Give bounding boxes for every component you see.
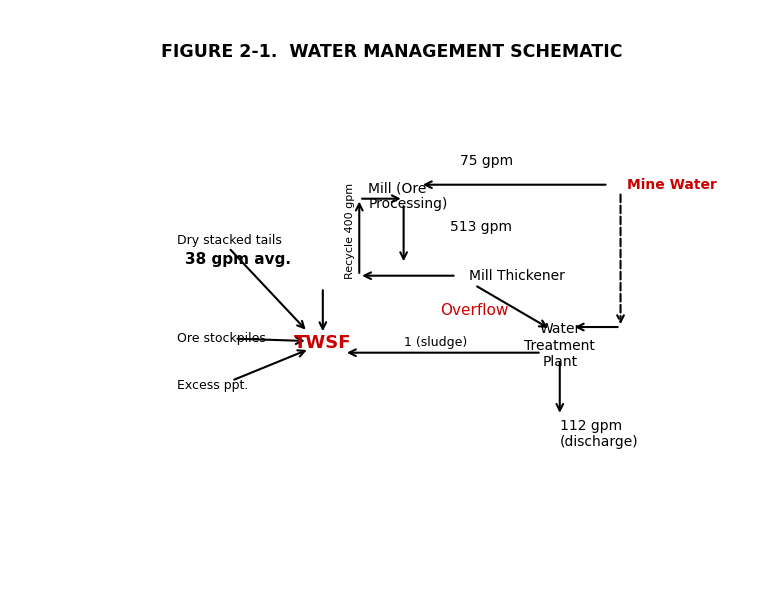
Text: 75 gpm: 75 gpm — [460, 155, 514, 168]
Text: FIGURE 2-1.  WATER MANAGEMENT SCHEMATIC: FIGURE 2-1. WATER MANAGEMENT SCHEMATIC — [162, 42, 622, 61]
Text: 112 gpm
(discharge): 112 gpm (discharge) — [560, 419, 638, 450]
Text: 513 gpm: 513 gpm — [450, 220, 513, 234]
Text: Dry stacked tails: Dry stacked tails — [177, 234, 282, 247]
Text: Excess ppt.: Excess ppt. — [177, 379, 249, 392]
Text: Mine Water: Mine Water — [626, 178, 717, 191]
Text: Recycle 400 gpm: Recycle 400 gpm — [345, 183, 355, 279]
Text: Mill Thickener: Mill Thickener — [469, 268, 564, 283]
Text: 1 (sludge): 1 (sludge) — [404, 336, 466, 349]
Text: Water
Treatment
Plant: Water Treatment Plant — [524, 322, 595, 369]
Text: Overflow: Overflow — [441, 303, 509, 318]
Text: Mill (Ore
Processing): Mill (Ore Processing) — [368, 181, 448, 211]
Text: Ore stockpiles: Ore stockpiles — [177, 332, 266, 345]
Text: TWSF: TWSF — [294, 335, 351, 352]
Text: 38 gpm avg.: 38 gpm avg. — [185, 252, 291, 267]
